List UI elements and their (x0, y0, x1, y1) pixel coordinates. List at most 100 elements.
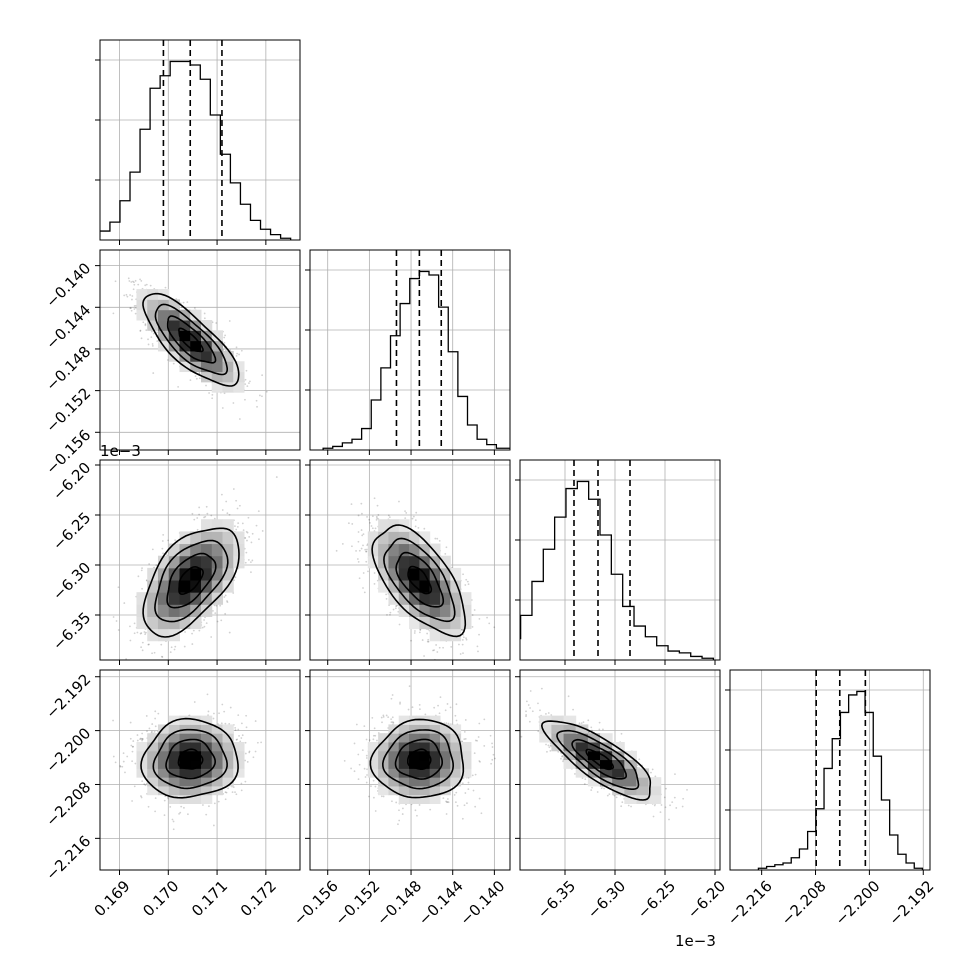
density-cell (179, 320, 191, 331)
scatter-point (251, 532, 254, 535)
density-cell (168, 309, 180, 321)
scatter-point (473, 609, 476, 611)
density-cell (201, 604, 213, 617)
scatter-point (235, 346, 238, 349)
density-cell (233, 361, 245, 373)
density-cell (179, 616, 191, 630)
density-cell (409, 555, 420, 569)
density-cell (388, 531, 400, 545)
density-cell (201, 361, 213, 373)
scatter-point (394, 607, 397, 610)
scatter-point (161, 656, 164, 658)
scatter-point (151, 652, 154, 655)
contour-level-2 (383, 537, 456, 623)
scatter-point (397, 604, 399, 607)
scatter-point (205, 384, 207, 387)
scatter-point (115, 620, 118, 622)
panels-layer (95, 39, 931, 875)
density-cell (222, 531, 234, 545)
scatter-point (238, 504, 241, 507)
scatter-point (362, 572, 365, 574)
scatter-point (126, 755, 129, 758)
density-cell (419, 543, 431, 557)
density-cell (147, 592, 159, 605)
scatter-point (261, 395, 263, 398)
scatter-point (228, 320, 231, 322)
scatter-point (467, 583, 470, 586)
density-cell (440, 555, 451, 569)
density-cell (179, 330, 191, 342)
scatter-point (141, 649, 144, 652)
scatter-point (213, 604, 216, 607)
scatter-point (246, 531, 249, 534)
scatter-point (140, 632, 143, 634)
scatter-point (255, 524, 258, 527)
scatter-point (196, 517, 199, 519)
histogram-panel-3 (725, 669, 931, 875)
density-cell (190, 350, 202, 362)
scatter-point (144, 324, 147, 327)
scatter-point (398, 500, 400, 503)
scatter-point (169, 651, 172, 653)
density-cell (409, 543, 420, 557)
density-cell (211, 567, 224, 581)
density-cell (179, 340, 191, 352)
scatter-point (357, 514, 360, 517)
scatter-point (442, 646, 444, 649)
scatter-point (164, 795, 167, 798)
scatter-point (223, 596, 226, 598)
scatter-point (211, 393, 214, 396)
scatter-point (250, 541, 253, 544)
density-cell (429, 543, 441, 557)
density-cell (147, 628, 159, 642)
scatter-point (144, 323, 147, 325)
scatter-point (141, 738, 144, 741)
scatter-point (235, 528, 238, 531)
scatter-point (415, 511, 418, 514)
scatter-point (365, 550, 368, 553)
scatter-point (366, 544, 369, 547)
density-cell (211, 519, 224, 532)
scatter-point (238, 353, 240, 356)
scatter-point (360, 547, 363, 550)
scatter-point (478, 617, 481, 620)
scatter-point (151, 548, 154, 551)
density-cell (190, 531, 202, 545)
scatter-point (244, 561, 247, 564)
scatter-point (193, 307, 196, 309)
scatter-point (472, 671, 474, 673)
density-cell (409, 604, 420, 617)
scatter-point (114, 280, 117, 283)
scatter-point (355, 550, 357, 552)
scatter-point (204, 515, 207, 518)
scatter-point (151, 345, 154, 347)
scatter-point (167, 539, 169, 542)
scatter-point (350, 503, 353, 506)
scatter-point (141, 587, 143, 590)
scatter-point (414, 525, 417, 528)
density-cell (211, 555, 224, 569)
scatter-point (414, 519, 417, 522)
scatter-point (152, 332, 155, 335)
density-cell (440, 616, 451, 630)
scatter-point (220, 619, 223, 622)
scatter-point (465, 637, 467, 640)
scatter-point (377, 514, 380, 516)
density-cell (367, 555, 379, 569)
scatter-point (366, 548, 368, 551)
scatter-point (395, 605, 397, 607)
scatter-point (385, 598, 388, 600)
scatter-point (386, 613, 388, 616)
scatter-point (215, 322, 218, 324)
scatter-point (398, 623, 401, 626)
scatter-point (351, 545, 353, 548)
scatter-point (206, 512, 209, 515)
scatter-point (412, 515, 415, 518)
scatter-point (256, 405, 258, 408)
scatter-point (123, 294, 126, 297)
scatter-point (249, 561, 252, 564)
panel-frame (309, 249, 511, 451)
density-cell (201, 531, 213, 545)
density-cell (190, 543, 202, 557)
contour-level-3 (142, 292, 240, 387)
